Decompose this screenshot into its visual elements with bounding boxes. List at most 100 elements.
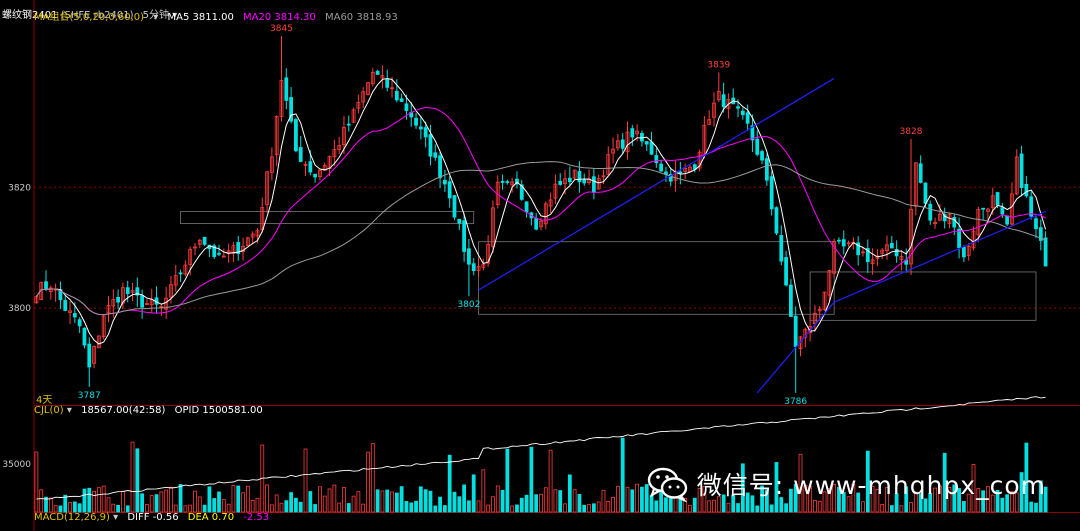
period-selector[interactable]: 5分钟 (142, 10, 170, 21)
volume-bar (683, 497, 688, 513)
volume-bar (409, 502, 414, 513)
open-interest-line (36, 396, 1046, 500)
candle-body (880, 249, 885, 254)
candle-body (962, 246, 966, 258)
volume-bar (193, 490, 197, 513)
volume-bar (361, 503, 366, 513)
candle-body (245, 237, 250, 246)
candle-body (659, 163, 664, 172)
candle-body (471, 263, 476, 272)
volume-bar (92, 490, 96, 513)
volume-bar (563, 503, 567, 513)
price-tick-label: 3800 (8, 304, 31, 314)
candle-body (303, 163, 308, 166)
price-axis: 3820 3800 35000 (2, 183, 31, 470)
volume-bar (750, 495, 755, 513)
chevron-down-icon[interactable]: ▾ (113, 512, 119, 523)
volume-bar (981, 490, 986, 513)
candle-body (596, 177, 601, 190)
candle-body (716, 90, 721, 101)
candle-body (611, 148, 615, 154)
range-boxes (180, 211, 1037, 321)
volume-bar (207, 486, 212, 513)
candle-body (899, 256, 904, 260)
candle-body (803, 328, 808, 338)
candle-body (385, 78, 390, 88)
candle-body (856, 242, 861, 256)
candle-body (755, 138, 760, 155)
volume-bar (548, 449, 553, 513)
candle-body (260, 207, 265, 231)
volume-bar (716, 496, 721, 513)
candle-body (577, 171, 582, 183)
candle-body (68, 310, 72, 313)
candle-body (572, 169, 577, 179)
volume-bar (760, 485, 764, 513)
ma-legend-label[interactable]: MA组合(5,0,20,0,60,0) (34, 12, 145, 23)
volume-bar (640, 486, 644, 513)
volume-bar (534, 494, 539, 513)
volume-bar (899, 505, 904, 513)
wechat-icon (647, 467, 687, 502)
candle-body (1029, 196, 1034, 217)
volume-bar (740, 463, 745, 513)
volume-bar (447, 454, 452, 513)
candle-body (519, 184, 524, 200)
candle-body (486, 244, 491, 264)
volume-bar (1043, 486, 1048, 513)
candle-body (981, 207, 986, 210)
candle-body (789, 284, 793, 317)
volume-bar (928, 492, 933, 513)
volume-bar (587, 504, 591, 513)
volume-bar (630, 489, 635, 513)
candle-body (952, 217, 957, 228)
candle-body (164, 297, 169, 310)
candle-body (197, 239, 202, 245)
candle-body (591, 176, 596, 193)
volume-legend: CJL(0) ▾ 18567.00(42:58) OPID 1500581.00 (34, 405, 269, 417)
volume-bar (173, 504, 178, 513)
volume-bar (865, 450, 870, 513)
volume-bar (697, 488, 702, 513)
candle-body (418, 126, 423, 130)
candle-body (332, 149, 337, 158)
candle-body (500, 181, 505, 183)
volume-bar (635, 483, 640, 513)
volume-bar (841, 492, 846, 513)
chevron-down-icon[interactable]: ▾ (172, 10, 178, 21)
volume-legend-label[interactable]: CJL(0) (34, 405, 64, 416)
candle-body (63, 300, 68, 311)
reference-lines (34, 186, 1080, 309)
volume-bar (726, 502, 731, 513)
candle-body (351, 109, 356, 123)
macd-legend-label[interactable]: MACD(12,26,9) (34, 512, 110, 523)
candle-body (274, 116, 279, 156)
candle-body (894, 249, 899, 257)
volume-bar (245, 485, 250, 513)
instrument-code: (SHFE rb2401) (60, 10, 134, 21)
candle-body (221, 255, 226, 258)
candle-body (44, 281, 48, 290)
volume-bar (942, 452, 947, 513)
volume-bar (1005, 494, 1010, 513)
volume-bar (606, 501, 611, 513)
volume-bar (322, 495, 327, 513)
candle-body (226, 250, 231, 255)
volume-bar (255, 497, 260, 513)
volume-bar (39, 489, 44, 513)
volume-bar (145, 504, 149, 513)
chevron-down-icon[interactable]: ▾ (66, 405, 72, 416)
volume-bar (990, 494, 995, 513)
candle-body (298, 147, 303, 162)
volume-bar (269, 504, 274, 513)
volume-bar (505, 448, 510, 513)
candle-body (308, 161, 313, 173)
chevron-down-icon[interactable]: ▾ (153, 12, 159, 23)
candle-body (865, 248, 870, 263)
candle-body (885, 244, 889, 252)
candle-body (130, 290, 135, 293)
volume-bar (159, 491, 164, 513)
volume-bar (87, 487, 92, 513)
candle-body (764, 158, 769, 181)
volume-bar (327, 488, 332, 513)
